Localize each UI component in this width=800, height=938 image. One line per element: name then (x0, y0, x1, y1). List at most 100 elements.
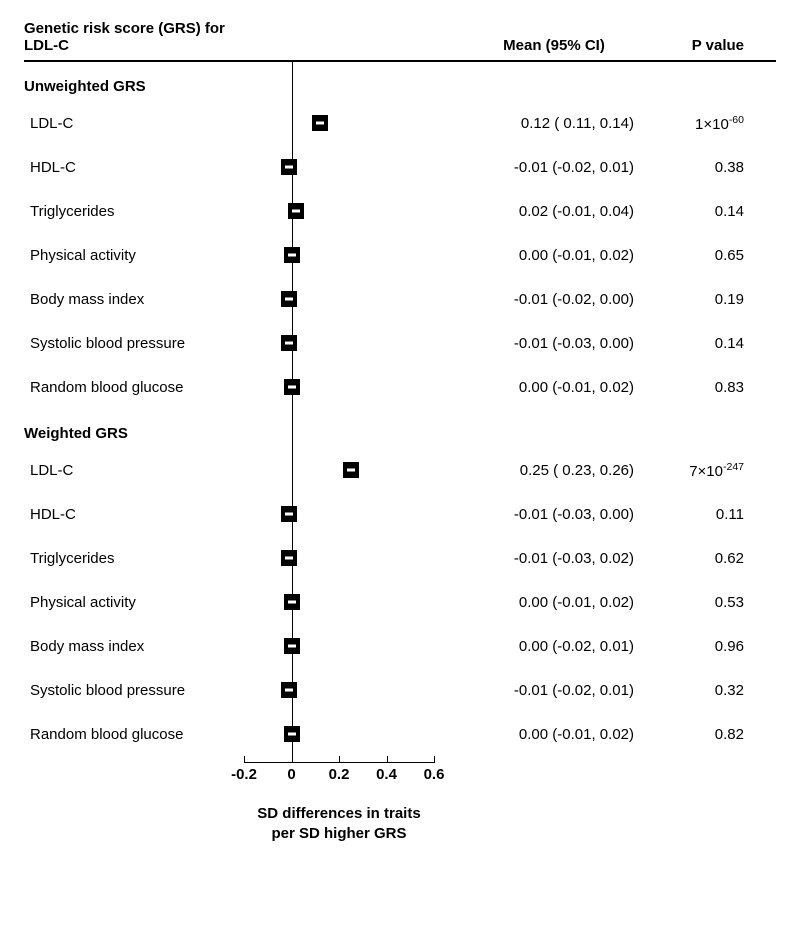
point-marker (284, 594, 300, 610)
mean-ci-text: 0.00 (-0.01, 0.02) (444, 726, 644, 743)
point-marker (312, 115, 328, 131)
x-axis-title: SD differences in traits per SD higher G… (234, 800, 444, 845)
trait-label: Systolic blood pressure (24, 682, 234, 699)
axis-tick-label: 0.2 (329, 766, 350, 783)
forest-plot-cell (234, 145, 444, 189)
mean-ci-text: -0.01 (-0.02, 0.00) (444, 291, 644, 308)
mean-ci-text: -0.01 (-0.02, 0.01) (444, 682, 644, 699)
mean-ci-text: 0.00 (-0.01, 0.02) (444, 594, 644, 611)
table-row: Triglycerides -0.01 (-0.03, 0.02)0.62 (24, 536, 776, 580)
trait-label: Triglycerides (24, 550, 234, 567)
axis-tick-label: 0 (287, 766, 295, 783)
axis-tick (244, 756, 245, 763)
forest-plot-cell (234, 536, 444, 580)
p-value: 0.38 (644, 159, 744, 176)
axis-tick-label: 0.4 (376, 766, 397, 783)
trait-label: HDL-C (24, 159, 234, 176)
mean-ci-text: 0.12 ( 0.11, 0.14) (444, 115, 644, 132)
mean-ci-text: -0.01 (-0.03, 0.00) (444, 506, 644, 523)
table-body: Unweighted GRSLDL-C0.12 ( 0.11, 0.14)1×1… (24, 62, 776, 756)
forest-plot-cell (234, 624, 444, 668)
axis-tick (387, 756, 388, 763)
mean-ci-text: -0.01 (-0.03, 0.00) (444, 335, 644, 352)
axis-spacer-p (644, 756, 744, 800)
table-row: Systolic blood pressure -0.01 (-0.02, 0.0… (24, 668, 776, 712)
mean-ci-text: -0.01 (-0.02, 0.01) (444, 159, 644, 176)
mean-ci-text: -0.01 (-0.03, 0.02) (444, 550, 644, 567)
p-value: 0.83 (644, 379, 744, 396)
header-pvalue: P value (644, 37, 744, 54)
table-row: HDL-C -0.01 (-0.02, 0.01)0.38 (24, 145, 776, 189)
point-marker (288, 203, 304, 219)
forest-plot-cell (234, 492, 444, 536)
trait-label: Physical activity (24, 594, 234, 611)
point-marker (343, 462, 359, 478)
axis-title-spacer (24, 800, 234, 845)
table-row: LDL-C 0.25 ( 0.23, 0.26)7×10-247 (24, 448, 776, 492)
p-value: 0.65 (644, 247, 744, 264)
p-value: 0.96 (644, 638, 744, 655)
p-value: 0.82 (644, 726, 744, 743)
table-row: Random blood glucose0.00 (-0.01, 0.02)0.… (24, 365, 776, 409)
table-row: Body mass index0.00 (-0.02, 0.01)0.96 (24, 624, 776, 668)
point-marker (281, 335, 297, 351)
p-value: 0.62 (644, 550, 744, 567)
point-marker (281, 159, 297, 175)
table-row: Systolic blood pressure-0.01 (-0.03, 0.0… (24, 321, 776, 365)
table-row: Random blood glucose 0.00 (-0.01, 0.02)0.… (24, 712, 776, 756)
point-marker-inner (292, 210, 300, 213)
trait-label: HDL-C (24, 506, 234, 523)
point-marker (281, 506, 297, 522)
trait-label: Random blood glucose (24, 726, 234, 743)
forest-plot-figure: Genetic risk score (GRS) for LDL-C Mean … (0, 0, 800, 938)
axis-tick-label: -0.2 (231, 766, 257, 783)
point-marker-inner (285, 689, 293, 692)
point-marker-inner (288, 386, 296, 389)
point-marker-inner (285, 557, 293, 560)
trait-label: Body mass index (24, 638, 234, 655)
axis-row: -0.200.20.40.6 (24, 756, 776, 800)
axis-spacer-left (24, 756, 234, 800)
x-axis-title-line1: SD differences in traits (257, 805, 420, 822)
table-row: Physical activity 0.00 (-0.01, 0.02)0.65 (24, 233, 776, 277)
axis-title-row: SD differences in traits per SD higher G… (24, 800, 776, 845)
p-value: 1×10-60 (644, 114, 744, 133)
table-row: Physical activity0.00 (-0.01, 0.02)0.53 (24, 580, 776, 624)
mean-ci-text: 0.00 (-0.01, 0.02) (444, 247, 644, 264)
point-marker-inner (288, 733, 296, 736)
section-heading: Weighted GRS (24, 409, 776, 448)
point-marker-inner (288, 601, 296, 604)
mean-ci-text: 0.25 ( 0.23, 0.26) (444, 462, 644, 479)
point-marker-inner (347, 469, 355, 472)
point-marker (281, 291, 297, 307)
point-marker-inner (285, 513, 293, 516)
forest-plot-cell (234, 580, 444, 624)
point-marker (284, 247, 300, 263)
x-axis-title-line2: per SD higher GRS (271, 825, 406, 842)
header-mean: Mean (95% CI) (444, 37, 644, 54)
table-row: HDL-C-0.01 (-0.03, 0.00)0.11 (24, 492, 776, 536)
trait-label: Physical activity (24, 247, 234, 264)
trait-label: Random blood glucose (24, 379, 234, 396)
point-marker (284, 638, 300, 654)
point-marker-inner (316, 122, 324, 125)
p-value: 0.14 (644, 203, 744, 220)
point-marker (281, 682, 297, 698)
axis-spacer-mean (444, 756, 644, 800)
forest-plot-cell (234, 365, 444, 409)
header-title: Genetic risk score (GRS) for LDL-C (24, 20, 234, 54)
point-marker-inner (285, 166, 293, 169)
table-row: Body mass index -0.01 (-0.02, 0.00)0.19 (24, 277, 776, 321)
mean-ci-text: 0.02 (-0.01, 0.04) (444, 203, 644, 220)
p-value: 7×10-247 (644, 461, 744, 480)
point-marker-inner (288, 645, 296, 648)
forest-plot-cell (234, 101, 444, 145)
trait-label: LDL-C (24, 462, 234, 479)
forest-plot-cell (234, 277, 444, 321)
p-value: 0.14 (644, 335, 744, 352)
p-value: 0.32 (644, 682, 744, 699)
p-value: 0.19 (644, 291, 744, 308)
trait-label: Body mass index (24, 291, 234, 308)
forest-plot-cell (234, 448, 444, 492)
rows-wrapper: Unweighted GRSLDL-C0.12 ( 0.11, 0.14)1×1… (24, 62, 776, 756)
